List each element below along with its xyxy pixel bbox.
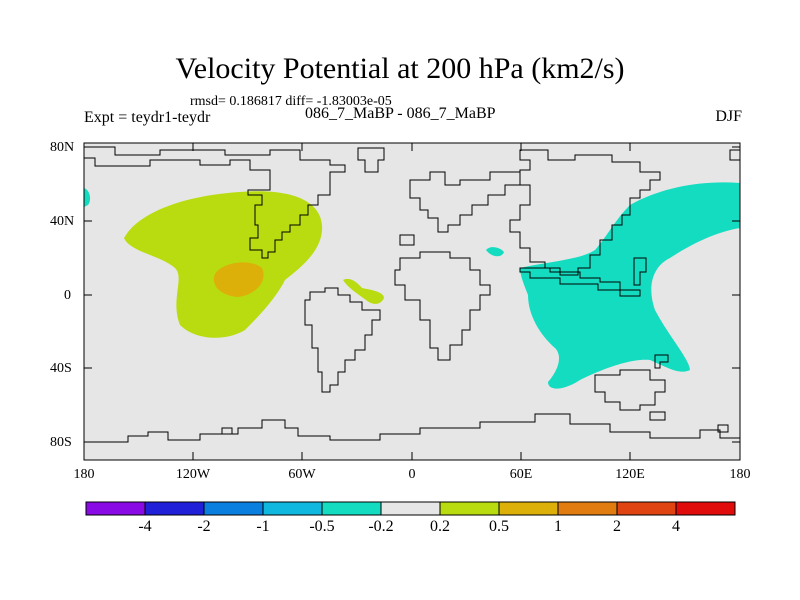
colorbar-swatch	[616, 501, 677, 516]
negative-anomaly-region	[520, 182, 740, 389]
positive-anomaly-core	[213, 262, 264, 297]
colorbar-swatch	[262, 501, 323, 516]
positive-anomaly-small	[343, 278, 384, 304]
y-tick-label: 80N	[50, 140, 75, 155]
colorbar-swatch	[321, 501, 382, 516]
continent-outlines	[84, 146, 741, 443]
stats-line: rmsd= 0.186817 diff= -1.83003e-05	[190, 94, 392, 109]
colorbar-label: -4	[138, 518, 152, 535]
colorbar-label: 0.2	[430, 518, 450, 535]
x-tick-label: 0	[408, 467, 416, 482]
colorbar-label: 0.5	[489, 518, 509, 535]
colorbar-swatch	[498, 501, 559, 516]
map-title: Velocity Potential at 200 hPa (km2/s)	[175, 52, 625, 85]
x-tick-label: 120W	[175, 467, 211, 482]
case-names: 086_7_MaBP - 086_7_MaBP	[305, 105, 496, 122]
season-label: DJF	[715, 108, 742, 125]
colorbar-label: -1	[256, 518, 270, 535]
colorbar-label: -0.2	[368, 518, 394, 535]
y-tick-label: 40N	[50, 214, 75, 229]
colorbar-swatch	[380, 501, 441, 516]
colorbar-label: 2	[613, 518, 621, 535]
colorbar-swatch	[85, 501, 146, 516]
experiment-label: Expt = teydr1-teydr	[84, 109, 211, 126]
colorbar-label: 4	[672, 518, 680, 535]
x-tick-label: 180	[73, 467, 95, 482]
colorbar	[85, 501, 736, 516]
x-axis-ticks	[83, 143, 741, 460]
x-tick-label: 180	[729, 467, 751, 482]
x-tick-label: 60E	[509, 467, 533, 482]
y-axis-ticks	[84, 146, 740, 443]
y-tick-label: 0	[64, 288, 71, 303]
colorbar-swatch	[557, 501, 618, 516]
colorbar-swatch	[203, 501, 264, 516]
y-tick-label: 40S	[50, 361, 72, 376]
colorbar-swatch	[144, 501, 205, 516]
colorbar-label: -2	[197, 518, 211, 535]
x-tick-label: 60W	[288, 467, 316, 482]
y-tick-label: 80S	[50, 435, 72, 450]
colorbar-label: 1	[554, 518, 562, 535]
negative-anomaly-small	[486, 247, 504, 257]
colorbar-swatch	[675, 501, 736, 516]
colorbar-swatch	[439, 501, 500, 516]
x-tick-label: 120E	[615, 467, 645, 482]
colorbar-label: -0.5	[309, 518, 335, 535]
positive-anomaly-region	[124, 191, 323, 338]
negative-anomaly-edge	[84, 188, 91, 207]
